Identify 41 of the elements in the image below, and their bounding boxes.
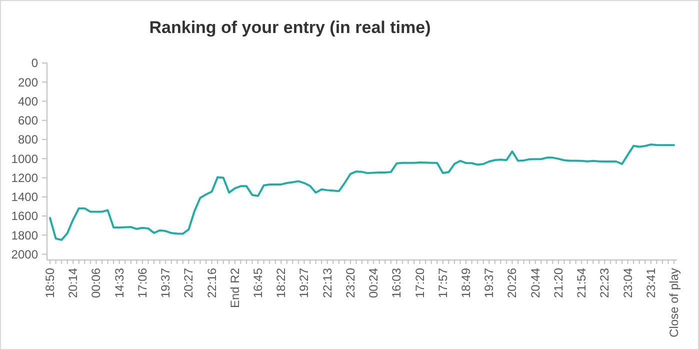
x-tick-label: 14:33: [112, 268, 126, 298]
x-tick-label: 19:27: [297, 268, 312, 298]
x-tick-label: 21:20: [551, 268, 566, 298]
x-tick-label: 22:16: [204, 268, 219, 298]
y-tick-label: 400: [18, 94, 38, 108]
x-tick-label: 18:50: [43, 268, 57, 298]
x-tick-label: 23:41: [644, 268, 658, 298]
x-tick-label: 18:22: [274, 268, 288, 298]
x-tick-label: 22:13: [320, 268, 334, 298]
x-tick-label: 20:27: [182, 268, 196, 298]
y-tick-label: 600: [18, 114, 38, 128]
x-tick-label: 18:49: [459, 268, 473, 298]
x-tick-label: 21:54: [574, 268, 589, 298]
x-tick-label: 20:14: [66, 268, 80, 298]
line-series: [49, 143, 675, 241]
chart-title: Ranking of your entry (in real time): [149, 18, 431, 37]
x-tick-label: 16:45: [251, 268, 265, 298]
y-tick-label: 1600: [11, 209, 38, 224]
x-tick-label: 00:24: [366, 268, 381, 298]
x-tick-label: 00:06: [89, 268, 104, 298]
y-tick-label: 800: [18, 132, 38, 147]
y-tick-label: 1400: [11, 190, 38, 204]
x-tick-label: 17:06: [135, 268, 150, 298]
x-tick-label: 23:04: [620, 268, 635, 298]
y-tick-label: 2000: [11, 247, 38, 262]
x-tick-label: 20:44: [528, 268, 542, 298]
x-tick-label: 19:37: [158, 268, 173, 298]
y-tick-label: 200: [18, 75, 38, 90]
y-tick-label: 1800: [11, 228, 38, 242]
x-tick-label: 20:26: [505, 268, 520, 298]
y-tick-label: 0: [31, 56, 38, 70]
x-tick-label: 17:20: [412, 268, 427, 298]
x-tick-label: 22:23: [598, 268, 612, 298]
y-tick-label: 1200: [11, 170, 38, 185]
x-tick-label: Close of play: [667, 268, 681, 338]
x-tick-label: End R2: [228, 268, 242, 308]
x-tick-label: 17:57: [436, 268, 450, 298]
x-tick-label: 19:37: [482, 268, 496, 298]
y-tick-label: 1000: [11, 152, 38, 166]
x-tick-label: 16:03: [390, 268, 404, 298]
x-tick-label: 23:20: [343, 268, 358, 298]
